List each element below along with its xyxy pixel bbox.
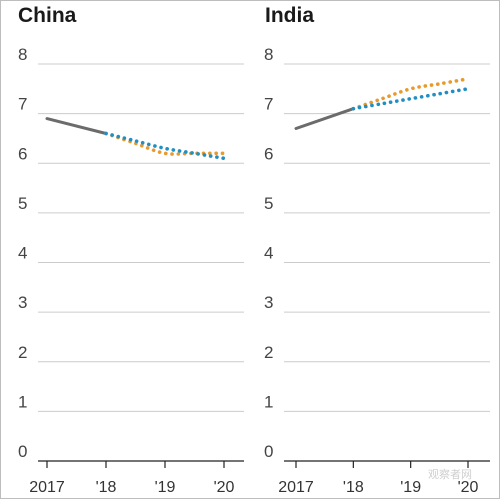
- y-tick-label: 8: [264, 45, 273, 64]
- x-tick-label: '20: [214, 479, 235, 496]
- y-tick-label: 6: [264, 144, 273, 163]
- x-tick-label: '19: [400, 479, 421, 496]
- series-line-actual: [294, 107, 355, 130]
- y-tick-label: 1: [18, 392, 27, 411]
- y-tick-label: 7: [264, 95, 273, 114]
- y-tick-label: 3: [264, 293, 273, 312]
- y-tick-label: 7: [18, 95, 27, 114]
- y-tick-label: 1: [264, 392, 273, 411]
- x-tick-label: '20: [458, 479, 479, 496]
- y-tick-label: 4: [264, 244, 273, 263]
- y-tick-label: 0: [18, 442, 27, 461]
- panel-india: India 0 1 2 3 4 5 6 7 8 2017 '18 '19 '20: [264, 4, 490, 496]
- y-tick-label: 5: [264, 194, 273, 213]
- panel-title: India: [265, 4, 314, 27]
- chart-panels: China 0 1 2 3 4 5 6 7 8 2017 '18 '19 '20 India 0 1 2 3 4 5 6 7…: [18, 4, 490, 496]
- panel-title: China: [18, 4, 77, 27]
- series-line-forecast-2: [104, 131, 226, 161]
- x-tick-label: '18: [343, 479, 364, 496]
- y-tick-label: 2: [264, 343, 273, 362]
- panel-china: China 0 1 2 3 4 5 6 7 8 2017 '18 '19 '20: [18, 4, 244, 496]
- watermark: 观察者网: [428, 467, 472, 481]
- y-tick-label: 3: [18, 293, 27, 312]
- y-tick-label: 0: [264, 442, 273, 461]
- series-line-forecast-1: [351, 77, 470, 111]
- x-tick-label: '19: [155, 479, 176, 496]
- series-line-forecast-2: [351, 87, 470, 111]
- x-tick-label: 2017: [278, 479, 314, 496]
- x-tick-label: 2017: [29, 479, 65, 496]
- y-tick-label: 2: [18, 343, 27, 362]
- series-line-actual: [45, 117, 108, 135]
- y-tick-label: 8: [18, 45, 27, 64]
- y-tick-label: 5: [18, 194, 27, 213]
- y-tick-label: 6: [18, 144, 27, 163]
- x-tick-label: '18: [96, 479, 117, 496]
- y-tick-label: 4: [18, 244, 27, 263]
